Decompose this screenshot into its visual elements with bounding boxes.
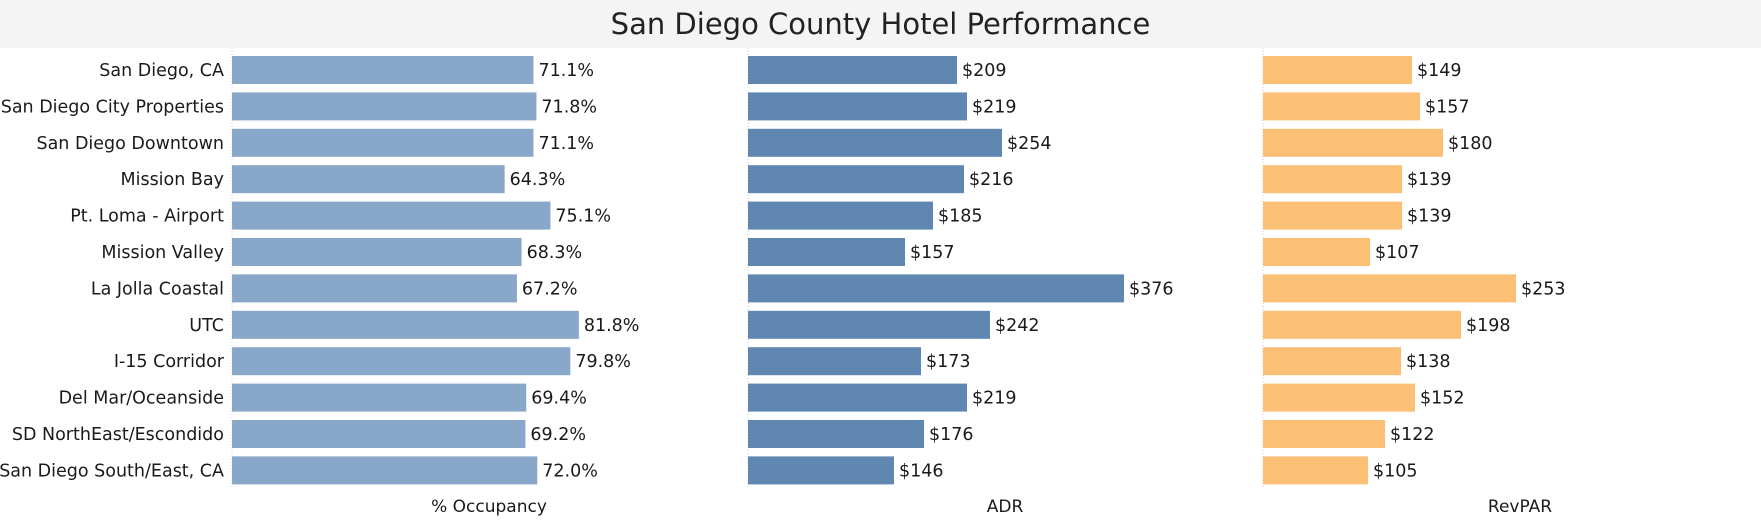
bar xyxy=(1263,310,1461,339)
data-label: $152 xyxy=(1420,389,1465,409)
category-label: San Diego, CA xyxy=(99,61,224,81)
data-label: 64.3% xyxy=(510,170,566,190)
bar xyxy=(232,92,537,121)
bar xyxy=(748,238,905,266)
category-label: UTC xyxy=(189,316,224,336)
bar xyxy=(748,128,1002,157)
data-label: $253 xyxy=(1521,279,1566,299)
bar xyxy=(232,128,534,157)
data-label: $216 xyxy=(969,170,1014,190)
bar xyxy=(748,92,967,121)
axis-title: % Occupancy xyxy=(431,497,547,517)
data-label: $139 xyxy=(1407,170,1452,190)
bar xyxy=(1263,92,1420,121)
category-label: Mission Valley xyxy=(101,243,224,263)
data-label: 71.1% xyxy=(538,134,594,154)
data-label: $107 xyxy=(1375,243,1420,263)
bar xyxy=(748,165,964,194)
bar xyxy=(232,56,534,84)
data-label: $198 xyxy=(1466,316,1511,336)
data-label: $139 xyxy=(1407,207,1452,227)
bar xyxy=(748,56,957,84)
bar xyxy=(748,201,933,230)
bar xyxy=(1263,383,1415,412)
bar xyxy=(1263,128,1443,157)
data-label: $254 xyxy=(1007,134,1052,154)
bar xyxy=(1263,274,1516,303)
data-label: $242 xyxy=(995,316,1040,336)
data-label: $219 xyxy=(972,389,1017,409)
bar xyxy=(1263,201,1402,230)
bar xyxy=(232,383,527,412)
data-label: $122 xyxy=(1390,425,1435,445)
data-label: $209 xyxy=(962,61,1007,81)
category-label: San Diego Downtown xyxy=(36,134,224,154)
data-label: $157 xyxy=(1425,97,1470,117)
bar xyxy=(748,456,894,485)
data-label: $185 xyxy=(938,207,983,227)
data-label: 71.1% xyxy=(538,61,594,81)
bar xyxy=(748,420,924,448)
title-bar: San Diego County Hotel Performance xyxy=(0,0,1761,48)
bar xyxy=(232,456,538,485)
bar xyxy=(748,310,990,339)
category-label: I-15 Corridor xyxy=(114,352,225,372)
category-label: San Diego South/East, CA xyxy=(0,461,224,481)
bar xyxy=(232,420,526,448)
data-label: 79.8% xyxy=(575,352,631,372)
axis-title: ADR xyxy=(987,497,1024,517)
bar xyxy=(1263,238,1370,266)
data-label: 68.3% xyxy=(527,243,583,263)
chart-title: San Diego County Hotel Performance xyxy=(610,7,1151,41)
data-label: $105 xyxy=(1373,461,1418,481)
bar xyxy=(232,201,551,230)
category-label: SD NorthEast/Escondido xyxy=(12,425,224,445)
data-label: $219 xyxy=(972,97,1017,117)
bar xyxy=(1263,165,1402,194)
bar xyxy=(1263,347,1401,376)
category-label: Del Mar/Oceanside xyxy=(59,389,224,409)
data-label: $173 xyxy=(926,352,971,372)
category-label: La Jolla Coastal xyxy=(91,279,224,299)
data-label: 69.4% xyxy=(531,389,587,409)
bar xyxy=(748,347,921,376)
data-label: 71.8% xyxy=(541,97,597,117)
data-label: $138 xyxy=(1406,352,1451,372)
axis-title: RevPAR xyxy=(1488,497,1552,517)
bar xyxy=(232,238,522,266)
bar xyxy=(232,165,505,194)
data-label: 75.1% xyxy=(555,207,611,227)
bar xyxy=(1263,56,1412,84)
data-label: $180 xyxy=(1448,134,1493,154)
bar xyxy=(1263,420,1385,448)
data-label: 81.8% xyxy=(584,316,640,336)
bar xyxy=(1263,456,1368,485)
data-label: $149 xyxy=(1417,61,1462,81)
data-label: $176 xyxy=(929,425,974,445)
data-label: $157 xyxy=(910,243,955,263)
data-label: $376 xyxy=(1129,279,1174,299)
category-label: Pt. Loma - Airport xyxy=(70,207,224,227)
bar xyxy=(748,274,1124,303)
data-label: 69.2% xyxy=(530,425,586,445)
bar xyxy=(232,274,517,303)
category-label: San Diego City Properties xyxy=(1,97,224,117)
data-label: $146 xyxy=(899,461,944,481)
category-label: Mission Bay xyxy=(120,170,224,190)
bar xyxy=(232,347,571,376)
bar xyxy=(748,383,967,412)
bar xyxy=(232,310,579,339)
data-label: 72.0% xyxy=(542,461,598,481)
data-label: 67.2% xyxy=(522,279,578,299)
